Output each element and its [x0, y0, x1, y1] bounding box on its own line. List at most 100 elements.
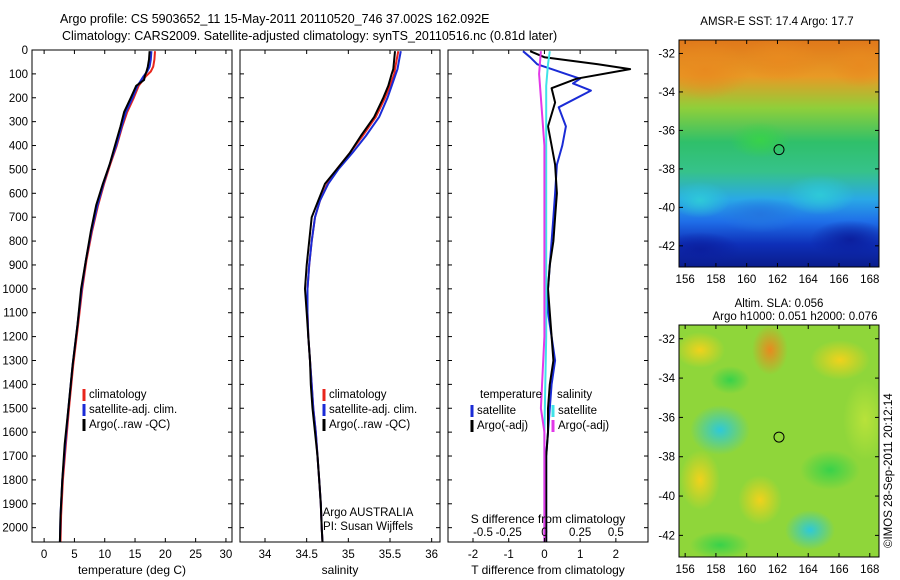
profile-panel-1: 0100200300400500600700800900100011001200… [2, 45, 233, 577]
map-y-tick-label: -42 [658, 530, 675, 542]
series-line-2-2 [306, 51, 402, 543]
sla-lime-patch [843, 380, 879, 460]
map-y-tick-label: -38 [658, 452, 675, 464]
series-line-1-2 [58, 51, 153, 543]
y-tick-label: 1800 [2, 475, 28, 487]
map-x-tick-label: 156 [676, 274, 695, 286]
figure-title-line2: Climatology: CARS2009. Satellite-adjuste… [62, 29, 558, 43]
argo-position-marker [773, 144, 785, 156]
x-tick-label: 5 [71, 549, 77, 561]
x-tick-label: -2 [468, 549, 478, 561]
map-x-tick-label: 164 [799, 564, 819, 576]
copyright-stamp: ©IMOS 28-Sep-2011 20:12:14 [883, 393, 895, 548]
map-x-tick-label: 160 [737, 564, 756, 576]
x-top-tick-label: -0.25 [496, 527, 522, 539]
x-tick-label: 35 [342, 549, 355, 561]
legend-entry: satellite-adj. clim. [89, 404, 177, 416]
map-frame [678, 324, 880, 558]
y-tick-label: 1700 [2, 451, 28, 463]
sst-warm-patch [679, 40, 750, 100]
map-x-tick-label: 166 [829, 564, 848, 576]
figure-title-line1: Argo profile: CS 5903652_11 15-May-2011 … [60, 12, 490, 26]
legend-header: temperature [480, 389, 542, 401]
map-y-tick-label: -34 [658, 373, 675, 385]
x-tick-label: 1 [577, 549, 583, 561]
x-tick-label: -1 [504, 549, 514, 561]
y-tick-label: 1400 [2, 379, 28, 391]
y-tick-label: 800 [9, 236, 28, 248]
sla-green-patch [690, 531, 750, 557]
x-top-tick-label: 0.5 [608, 527, 624, 539]
legend-header: salinity [557, 389, 592, 401]
series-line-2-3 [304, 51, 396, 543]
plot-frame [447, 49, 649, 543]
legend-entry: satellite [558, 405, 597, 417]
argo-position-marker [773, 431, 785, 443]
sst-deep-patch [810, 220, 879, 260]
y-tick-label: 0 [22, 45, 28, 57]
x-tick-label: 30 [220, 549, 233, 561]
y-tick-label: 700 [9, 212, 28, 224]
sst-green-patch [730, 122, 790, 158]
map-y-tick-label: -32 [658, 334, 675, 346]
sla-low-patch [690, 405, 750, 455]
x-top-tick-label: 0 [541, 527, 547, 539]
legend-entry: satellite [477, 405, 516, 417]
y-tick-label: 900 [9, 260, 28, 272]
plot-frame [239, 49, 441, 543]
map-y-tick-label: -40 [658, 202, 675, 214]
y-tick-label: 1100 [3, 308, 28, 320]
series-line-2-1 [306, 51, 400, 543]
sla-high-patch [752, 325, 788, 375]
series-line-3-4 [538, 51, 546, 542]
x-tick-label: 34.5 [295, 549, 317, 561]
sst-map [679, 40, 879, 267]
x-tick-label: 0 [41, 549, 47, 561]
y-tick-label: 1500 [2, 403, 28, 415]
y-tick-label: 100 [9, 69, 28, 81]
sla-high-patch [810, 340, 870, 380]
sla-low-patch [785, 510, 835, 550]
profile-panel-3: -2 -1 0 1 2 T difference from climatology -0.5… [447, 49, 649, 577]
map-title: AMSR-E SST: 17.4 Argo: 17.7 [700, 16, 853, 28]
series-line-3-1 [522, 50, 592, 542]
map-axes-1: 156 158 160 162 164 166 168 -32 -34 -36 -38 -40 -42 A… [658, 16, 880, 286]
sla-high-patch [680, 450, 720, 510]
x-top-axis-label: S difference from climatology [471, 512, 626, 526]
sst-cyan-patch [785, 175, 855, 215]
map-y-tick-label: -36 [658, 412, 675, 424]
legend-entry: Argo(-adj) [477, 420, 528, 432]
x-axis-label: salinity [322, 563, 359, 577]
x-tick-label: 10 [98, 549, 111, 561]
map-x-tick-label: 160 [737, 274, 756, 286]
panel-annotation: Argo AUSTRALIA [323, 507, 414, 519]
sst-blue-patch [720, 197, 800, 233]
sla-high-patch [679, 332, 725, 368]
map-x-tick-label: 162 [768, 564, 787, 576]
sst-warm-patch [740, 40, 820, 82]
x-tick-label: 35.5 [379, 549, 401, 561]
map-subtitle: Argo h1000: 0.051 h2000: 0.076 [713, 311, 878, 323]
map-frame [678, 39, 880, 268]
legend-entry: Argo(..raw -QC) [329, 419, 410, 431]
legend-entry: Argo(-adj) [558, 420, 609, 432]
sla-green-patch [800, 450, 860, 490]
map-x-tick-label: 158 [706, 274, 725, 286]
sla-high-patch [738, 475, 782, 525]
sla-map [679, 325, 879, 557]
map-x-tick-label: 156 [676, 564, 695, 576]
x-tick-label: 2 [613, 549, 619, 561]
sst-warm-patch [830, 43, 879, 87]
map-x-tick-label: 158 [706, 564, 725, 576]
profile-panel-2: 34 34.5 35 35.5 36 salinity climatology satelli… [239, 49, 441, 577]
map-y-tick-label: -36 [658, 125, 675, 137]
y-tick-label: 1200 [2, 332, 28, 344]
series-line-3-3 [543, 51, 551, 542]
y-tick-label: 1300 [2, 355, 28, 367]
map-x-tick-label: 168 [860, 274, 879, 286]
legend-entry: climatology [89, 389, 147, 401]
y-tick-label: 1600 [2, 427, 28, 439]
y-tick-label: 200 [9, 93, 28, 105]
x-tick-label: 0 [541, 549, 547, 561]
